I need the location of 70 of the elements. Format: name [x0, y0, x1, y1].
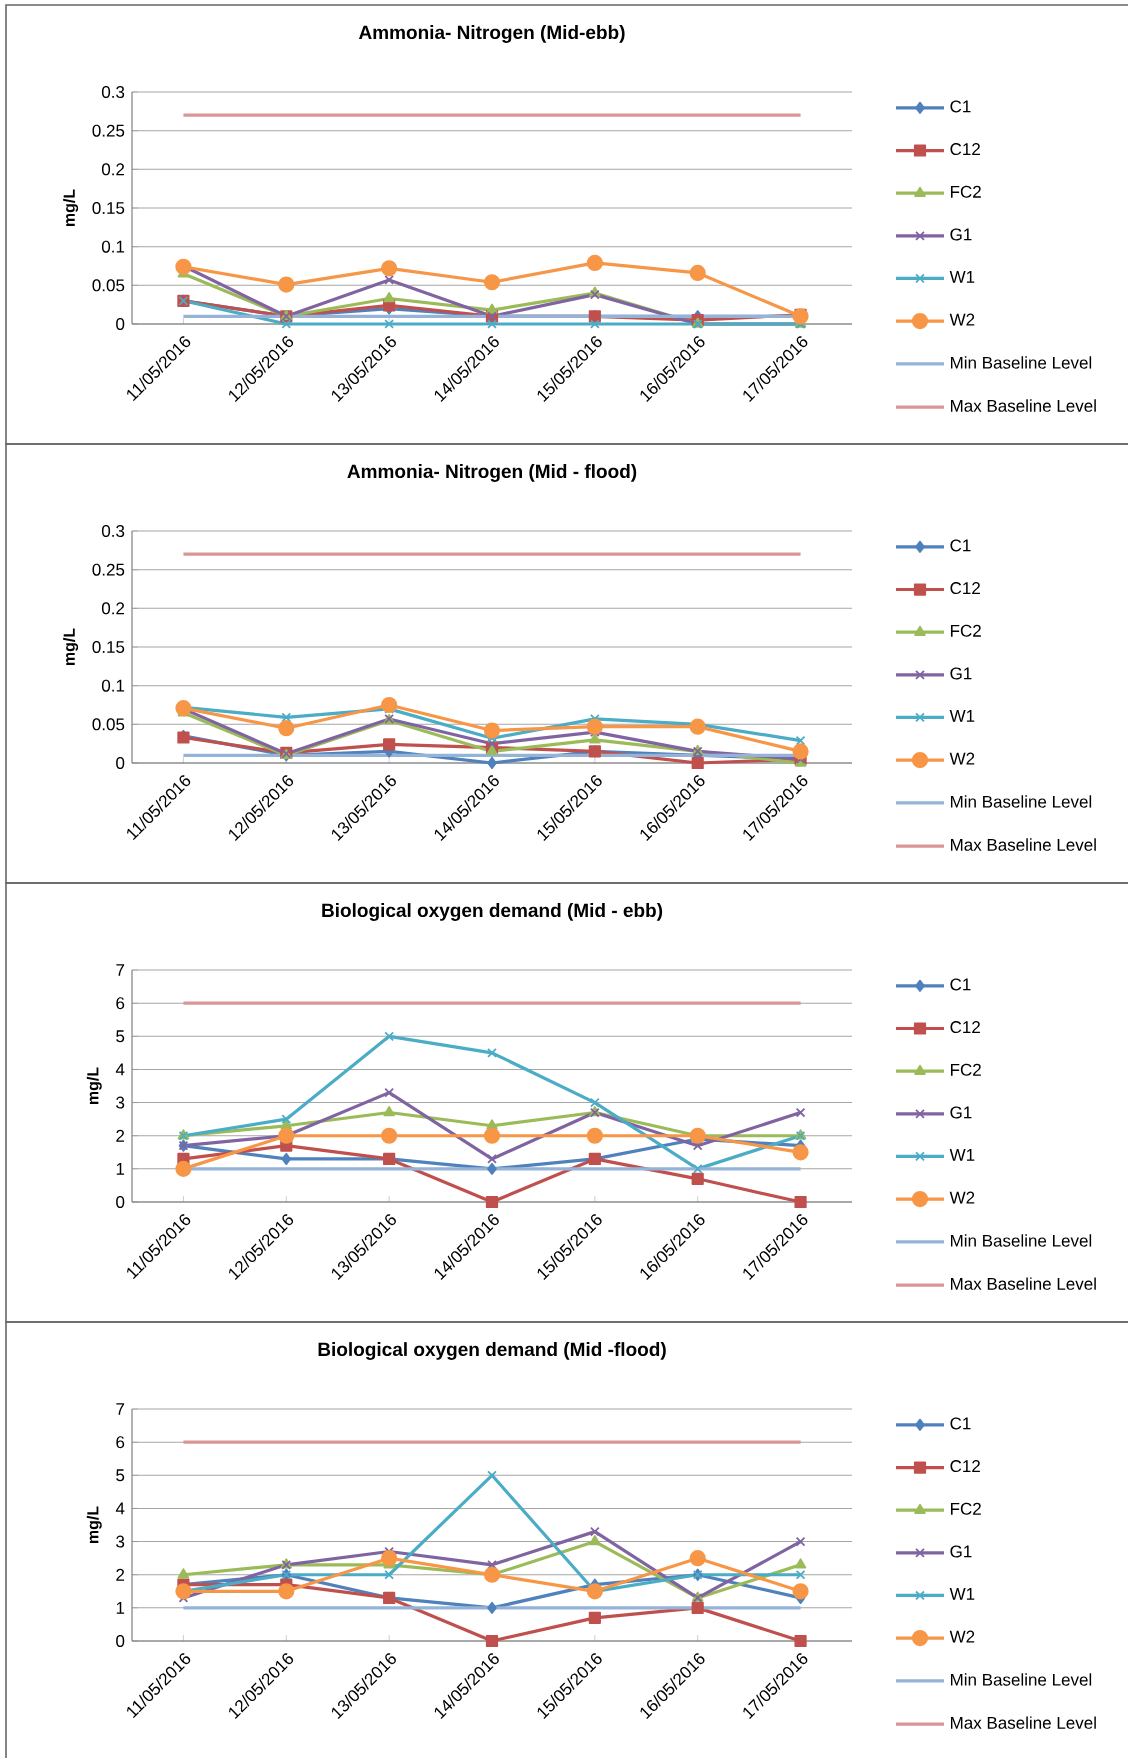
- legend-label: C12: [950, 143, 980, 156]
- y-tick-label: 0: [116, 1196, 125, 1209]
- legend-label: C12: [950, 1460, 980, 1473]
- legend-label: Max Baseline Level: [950, 399, 1096, 412]
- legend-label: Max Baseline Level: [950, 838, 1096, 851]
- legend-label: W2: [949, 1630, 975, 1643]
- legend-label: FC2: [950, 1502, 981, 1515]
- y-tick-label: 0.1: [101, 679, 125, 692]
- chart-title: Biological oxygen demand (Mid -flood): [318, 1342, 666, 1360]
- y-tick-label: 3: [116, 1096, 125, 1109]
- y-tick-label: 2: [116, 1129, 125, 1142]
- y-tick-label: 4: [115, 1502, 125, 1515]
- legend-label: Min Baseline Level: [950, 1673, 1092, 1686]
- legend-label: FC2: [950, 624, 981, 637]
- y-axis-title: mg/L: [86, 1506, 102, 1544]
- legend-label: Min Baseline Level: [950, 795, 1092, 808]
- y-tick-label: 1: [116, 1602, 125, 1614]
- y-tick-label: 5: [116, 1469, 125, 1482]
- y-axis-title: mg/L: [86, 1067, 102, 1105]
- legend-label: G1: [950, 1106, 972, 1119]
- y-tick-label: 5: [116, 1030, 125, 1043]
- y-tick-label: 6: [116, 1436, 125, 1449]
- legend-label: W1: [949, 710, 975, 722]
- y-axis-title: mg/L: [63, 189, 79, 227]
- y-tick-label: 3: [116, 1535, 125, 1548]
- y-tick-label: 0.25: [92, 124, 125, 137]
- y-tick-label: 4: [115, 1063, 125, 1076]
- chart-title: Biological oxygen demand (Mid - ebb): [322, 903, 663, 921]
- y-tick-label: 0.2: [101, 163, 125, 176]
- legend-label: W2: [949, 313, 975, 326]
- chart-title: Ammonia- Nitrogen (Mid - flood): [347, 464, 637, 482]
- legend-label: Max Baseline Level: [950, 1716, 1096, 1729]
- legend-label: C1: [950, 1417, 971, 1430]
- legend-label: G1: [950, 1545, 972, 1558]
- y-tick-label: 0.15: [92, 641, 125, 654]
- y-tick-label: 0.25: [92, 563, 125, 576]
- legend-label: C1: [950, 978, 971, 991]
- legend-label: W1: [949, 271, 975, 283]
- legend-label: Max Baseline Level: [950, 1277, 1096, 1290]
- legend-label: Min Baseline Level: [950, 356, 1092, 369]
- y-tick-label: 2: [116, 1568, 125, 1581]
- legend-label: C12: [950, 582, 980, 595]
- legend-label: G1: [950, 228, 972, 241]
- y-tick-label: 0: [116, 1635, 125, 1648]
- legend-label: G1: [950, 667, 972, 680]
- legend-label: Min Baseline Level: [950, 1234, 1092, 1247]
- legend-label: FC2: [950, 185, 981, 198]
- legend-label: FC2: [950, 1063, 981, 1076]
- y-tick-label: 6: [116, 997, 125, 1010]
- y-axis-title: mg/L: [63, 628, 79, 666]
- y-tick-label: 1: [116, 1163, 125, 1175]
- y-tick-label: 0: [116, 757, 125, 770]
- y-tick-label: 0.15: [92, 202, 125, 215]
- y-tick-label: 0.05: [92, 718, 125, 731]
- legend-label: W2: [949, 1191, 975, 1204]
- legend-label: W2: [949, 752, 975, 765]
- legend-label: W1: [949, 1588, 975, 1600]
- legend-label: C12: [950, 1021, 980, 1034]
- y-tick-label: 0.3: [101, 86, 125, 99]
- legend-label: C1: [950, 100, 971, 113]
- y-tick-label: 0.3: [101, 525, 125, 538]
- chart-title: Ammonia- Nitrogen (Mid-ebb): [358, 25, 625, 43]
- y-tick-label: 0.05: [92, 279, 125, 292]
- legend-label: W1: [949, 1149, 975, 1161]
- y-tick-label: 7: [116, 964, 125, 976]
- y-tick-label: 0.2: [101, 602, 125, 615]
- y-tick-label: 7: [116, 1403, 125, 1415]
- y-tick-label: 0: [116, 318, 125, 331]
- y-tick-label: 0.1: [101, 240, 125, 253]
- legend-label: C1: [950, 539, 971, 552]
